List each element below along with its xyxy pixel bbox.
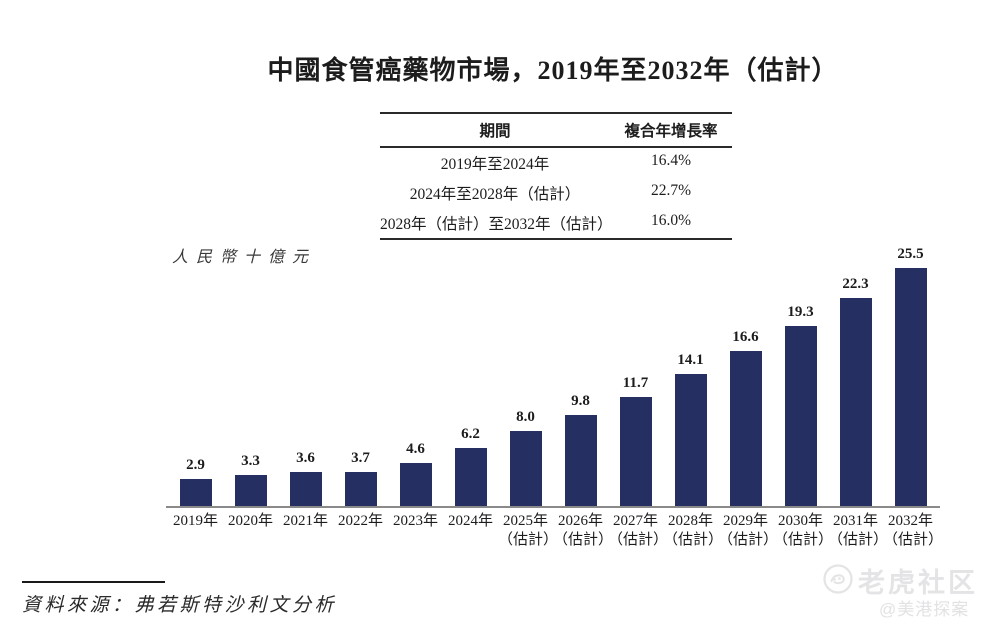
cagr-cell: 22.7% [650, 182, 692, 199]
bar-group: 22.3 [828, 276, 883, 506]
x-axis-label: 2019年 [172, 513, 218, 529]
bar-value-label: 6.2 [461, 426, 480, 443]
cagr-cell: 16.4% [650, 152, 692, 169]
bar [674, 374, 707, 506]
bar-group: 9.8 [553, 393, 608, 506]
bar-value-label: 2.9 [186, 456, 205, 473]
bar-group: 6.2 [443, 426, 498, 506]
bar [564, 414, 597, 506]
bar-value-label: 25.5 [897, 246, 924, 263]
x-axis-label: 2022年 [337, 513, 383, 529]
bar [894, 268, 927, 506]
x-axis-label: 2029年 （估計） [718, 513, 779, 548]
bar [344, 471, 377, 506]
x-axis-label: 2021年 [282, 513, 328, 529]
bar-group: 14.1 [663, 352, 718, 506]
bar-group: 16.6 [718, 329, 773, 506]
bar-value-label: 16.6 [732, 329, 759, 346]
bar [234, 475, 267, 506]
table-row: 2028年（估計）至2032年（估計） 16.0% [380, 208, 732, 238]
bar [784, 325, 817, 506]
x-axis-label: 2023年 [392, 513, 438, 529]
x-axis-label: 2027年 （估計） [608, 513, 669, 548]
bar-value-label: 3.7 [351, 449, 370, 466]
y-axis-unit-label: 人民幣十億元 [172, 249, 317, 266]
bar-value-label: 14.1 [677, 352, 704, 369]
x-axis-label: 2028年 （估計） [663, 513, 724, 548]
table-header-period: 期間 [479, 123, 511, 140]
watermark-logo-text: 老虎社区 [858, 568, 978, 598]
bar [839, 297, 872, 506]
period-cell: 2019年至2024年 [440, 156, 550, 173]
bar-group: 25.5 [883, 246, 938, 506]
bar-group: 3.7 [333, 449, 388, 506]
source-divider [22, 581, 165, 583]
x-axis-labels: 2019年 2020年 2021年 2022年 2023年 2024年 2025年 （估計） 2… [168, 512, 944, 550]
bar-value-label: 3.3 [241, 453, 260, 470]
bar-group: 11.7 [608, 375, 663, 506]
bar-value-label: 8.0 [516, 409, 535, 426]
table-header-cagr: 複合年增長率 [624, 123, 718, 140]
bar-group: 2.9 [168, 457, 223, 506]
tiger-logo-icon [823, 564, 853, 599]
cagr-table-header-row: 期間 複合年增長率 [380, 114, 732, 148]
bar [399, 463, 432, 506]
x-axis-label: 2030年 （估計） [773, 513, 834, 548]
bar-group: 4.6 [388, 441, 443, 506]
bar-value-label: 11.7 [622, 374, 649, 391]
bar-group: 19.3 [773, 304, 828, 506]
bar [729, 351, 762, 506]
bar-group: 8.0 [498, 409, 553, 506]
watermark: 老虎社区 @美港探案 [820, 560, 983, 622]
bar [289, 472, 322, 506]
x-axis-label: 2026年 （估計） [553, 513, 614, 548]
bar [454, 448, 487, 506]
bar [619, 396, 652, 506]
x-axis-label: 2032年 （估計） [883, 513, 944, 548]
bar-chart: 2.9 3.3 3.6 3.7 4.6 6.2 8.0 9.8 11.7 14.1 16.6 19.3… [168, 246, 938, 506]
bar-value-label: 4.6 [406, 441, 425, 458]
table-row: 2024年至2028年（估計） 22.7% [380, 178, 732, 208]
cagr-cell: 16.0% [650, 212, 692, 229]
period-cell: 2024年至2028年（估計） [409, 186, 581, 203]
bar [509, 431, 542, 506]
source-note: 資料來源：弗若斯特沙利文分析 [22, 595, 338, 616]
cagr-table: 期間 複合年增長率 2019年至2024年 16.4% 2024年至2028年（… [380, 112, 732, 240]
page-title: 中國食管癌藥物市場，2019年至2032年（估計） [267, 56, 839, 85]
bar-value-label: 22.3 [842, 275, 869, 292]
x-axis-line [166, 506, 940, 508]
x-axis-label: 2024年 [447, 513, 493, 529]
x-axis-label: 2020年 [227, 513, 273, 529]
x-axis-label: 2025年 （估計） [498, 513, 559, 548]
table-row: 2019年至2024年 16.4% [380, 148, 732, 178]
bar [179, 478, 212, 506]
bar-group: 3.3 [223, 453, 278, 506]
bar-value-label: 19.3 [787, 303, 814, 320]
period-cell: 2028年（估計）至2032年（估計） [380, 216, 613, 233]
watermark-handle: @美港探案 [879, 600, 970, 619]
bar-group: 3.6 [278, 450, 333, 506]
bar-value-label: 9.8 [571, 392, 590, 409]
bar-value-label: 3.6 [296, 450, 315, 467]
x-axis-label: 2031年 （估計） [828, 513, 889, 548]
